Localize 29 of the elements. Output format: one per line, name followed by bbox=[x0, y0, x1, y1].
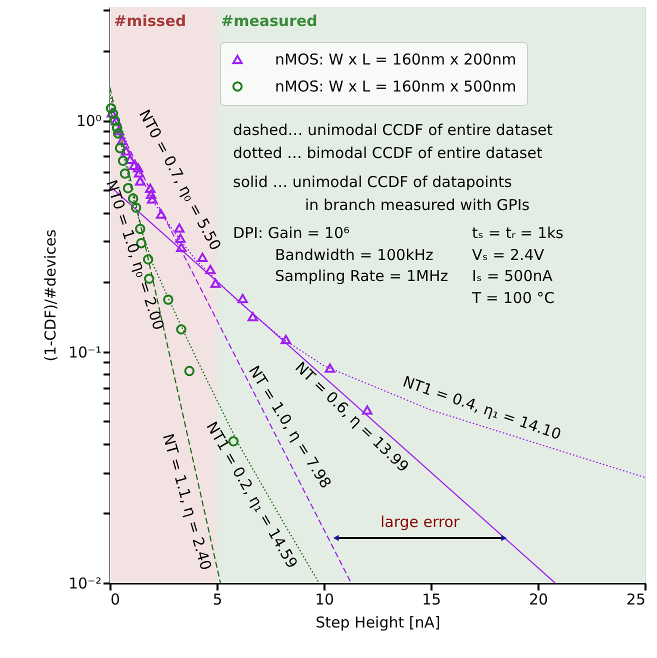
annotation: Sampling Rate = 1MHz bbox=[275, 267, 448, 285]
annotation: Bandwidth = 100kHz bbox=[275, 246, 434, 264]
annotation: NT0 = 1.0, η₀ = 2.00 bbox=[102, 178, 168, 332]
annotation: dotted … bimodal CCDF of entire dataset bbox=[233, 144, 542, 162]
annotation: NT1 = 0.4, η₁ = 14.10 bbox=[400, 372, 564, 444]
annotation: in branch measured with GPIs bbox=[305, 196, 530, 214]
band-label: #measured bbox=[221, 12, 318, 30]
annotation: solid … unimodal CCDF of datapoints bbox=[233, 173, 512, 191]
y-tick-label: 10⁻² bbox=[68, 574, 102, 592]
annotation: Vₛ = 2.4V bbox=[472, 246, 545, 264]
x-tick-label: 25 bbox=[626, 590, 646, 608]
annotation: DPI: Gain = 10⁶ bbox=[233, 224, 350, 242]
x-axis-title: Step Height [nA] bbox=[316, 614, 440, 632]
annotation: large error bbox=[380, 513, 460, 531]
annotation: T = 100 °C bbox=[471, 289, 555, 307]
legend-label: nMOS: W x L = 160nm x 200nm bbox=[275, 50, 516, 68]
annotation: Iₛ = 500nA bbox=[472, 267, 554, 285]
x-tick-label: 10 bbox=[314, 590, 334, 608]
annotation: tₛ = tᵣ = 1ks bbox=[472, 224, 564, 242]
band-label: #missed bbox=[114, 12, 186, 30]
x-tick-label: 15 bbox=[422, 590, 442, 608]
x-tick-label: 0 bbox=[110, 590, 120, 608]
x-tick-label: 20 bbox=[528, 590, 548, 608]
y-axis-title: (1-CDF)/#devices bbox=[41, 229, 60, 362]
y-tick-label: 10⁻¹ bbox=[68, 343, 102, 362]
annotation: dashed… unimodal CCDF of entire dataset bbox=[233, 121, 553, 139]
legend-label: nMOS: W x L = 160nm x 500nm bbox=[275, 78, 516, 96]
x-tick-label: 5 bbox=[212, 590, 222, 608]
y-tick-label: 10⁰ bbox=[76, 112, 102, 130]
